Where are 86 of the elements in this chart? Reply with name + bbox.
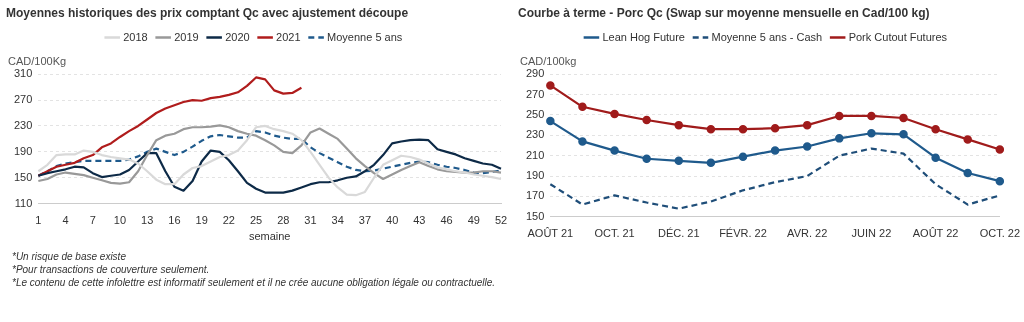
point [963, 135, 972, 144]
point [578, 102, 587, 112]
x-tick-label: 46 [440, 214, 453, 227]
y-tick-label: 150 [13, 170, 33, 183]
x-tick-label: OCT. 22 [979, 227, 1021, 240]
point [706, 158, 716, 168]
point [642, 115, 651, 125]
point [738, 124, 748, 134]
x-tick-label: AOÛT 22 [912, 227, 959, 240]
point [835, 111, 844, 121]
point [578, 137, 587, 146]
point [706, 124, 716, 134]
text: *Pour transactions de couverture seulement. [12, 263, 211, 276]
x-tick-label: 28 [277, 214, 290, 227]
legend-label: Lean Hog Future [602, 30, 685, 43]
x-tick-label: 34 [331, 214, 344, 227]
point [610, 146, 619, 155]
x-tick-label: FÉVR. 22 [719, 227, 767, 240]
y-tick-label: 150 [525, 209, 545, 222]
y-tick-label: 270 [525, 87, 545, 100]
x-tick-label: 52 [494, 214, 508, 227]
point [546, 116, 555, 126]
point [931, 124, 940, 134]
y-tick-label: 190 [13, 144, 33, 157]
y-tick-label: 210 [525, 148, 545, 161]
point [899, 130, 908, 139]
legend-label: 2021 [276, 30, 301, 43]
x-tick-label: OCT. 21 [594, 227, 635, 240]
legend-label: 2020 [225, 30, 250, 43]
point [867, 129, 876, 138]
x-tick-label: AVR. 22 [787, 227, 828, 240]
chart-title: Moyennes historiques des prix comptant Qc avec ajustement découpe [6, 6, 410, 22]
x-tick-label: 13 [141, 214, 154, 227]
point [995, 176, 1005, 186]
point [899, 113, 908, 123]
y-tick-label: 190 [525, 169, 545, 182]
point [995, 145, 1005, 154]
legend-label: Pork Cutout Futures [848, 30, 948, 43]
x-tick-label: DÉC. 21 [657, 227, 700, 240]
text: *Le contenu de cette infolettre est informatif seulement et il ne crée aucune obligation légale ou contractuelle. [12, 276, 497, 289]
point [931, 153, 940, 162]
x-tick-label: 22 [222, 214, 235, 227]
y-tick-label: 250 [525, 107, 545, 120]
point [674, 156, 684, 166]
x-tick-label: 25 [249, 214, 263, 227]
chart-title: Courbe à terme - Porc Qc (Swap sur moyenne mensuelle en Cad/100 kg) [518, 6, 931, 22]
point [963, 168, 972, 178]
x-tick-label: 16 [168, 214, 181, 227]
y-tick-label: 230 [525, 128, 545, 141]
x-tick-label: 1 [35, 214, 42, 227]
legend-label: Moyenne 5 ans [327, 30, 403, 43]
point [610, 109, 619, 119]
y-tick-label: 170 [525, 189, 545, 202]
point [546, 81, 555, 90]
text: *Un risque de base existe [12, 250, 127, 263]
x-tick-label: 43 [413, 214, 426, 227]
y-axis-title: CAD/100Kg [8, 54, 67, 67]
point [674, 120, 684, 130]
point [802, 142, 812, 151]
x-tick-label: JUIN 22 [851, 227, 892, 240]
y-tick-label: 270 [13, 93, 33, 106]
x-tick-label: 40 [386, 214, 399, 227]
x-tick-label: 10 [113, 214, 127, 227]
y-tick-label: 290 [525, 67, 545, 80]
x-tick-label: 7 [89, 214, 96, 227]
y-axis-title: CAD/100kg [520, 54, 577, 67]
point [738, 152, 748, 161]
x-tick-label: 4 [62, 214, 69, 227]
point [770, 123, 780, 133]
legend-label: Moyenne 5 ans - Cash [711, 30, 823, 43]
legend-label: 2018 [123, 30, 148, 43]
x-tick-label: 49 [467, 214, 480, 227]
point [770, 146, 780, 155]
x-tick-label: 19 [195, 214, 208, 227]
point [642, 154, 651, 163]
x-tick-label: AOÛT 21 [527, 227, 574, 240]
point [802, 120, 812, 130]
x-tick-label: 31 [304, 214, 317, 227]
y-tick-label: 230 [13, 118, 33, 131]
y-tick-label: 310 [13, 67, 33, 80]
point [835, 134, 844, 143]
x-axis-title: semaine [248, 230, 291, 243]
x-tick-label: 37 [358, 214, 372, 227]
point [867, 111, 876, 121]
legend-label: 2019 [174, 30, 199, 43]
y-tick-label: 110 [14, 196, 33, 209]
